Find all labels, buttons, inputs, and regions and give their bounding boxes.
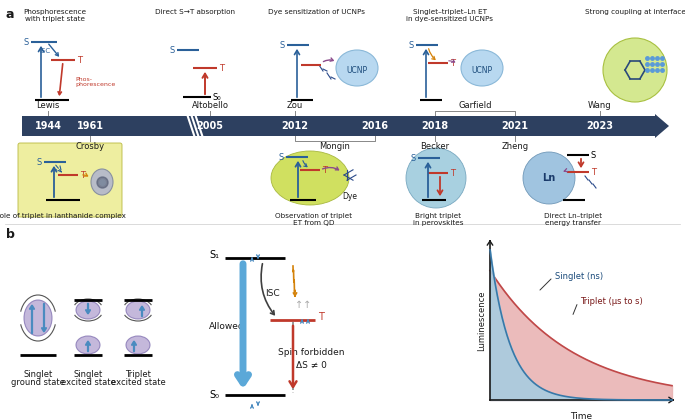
Text: Phosphorescence
with triplet state: Phosphorescence with triplet state	[23, 9, 86, 22]
Text: S: S	[170, 46, 175, 54]
Polygon shape	[655, 114, 669, 138]
Text: UCNP: UCNP	[347, 65, 368, 75]
Circle shape	[523, 152, 575, 204]
Text: ISC: ISC	[265, 290, 279, 298]
Text: Wang: Wang	[588, 101, 612, 110]
Text: Zou: Zou	[287, 101, 303, 110]
Ellipse shape	[461, 50, 503, 86]
Ellipse shape	[126, 336, 150, 354]
Text: Singlet–triplet–Ln ET
in dye-sensitized UCNPs: Singlet–triplet–Ln ET in dye-sensitized …	[406, 9, 493, 22]
Text: Luminescence: Luminescence	[477, 291, 486, 351]
Text: Garfield: Garfield	[458, 101, 492, 110]
Text: 1944: 1944	[34, 121, 62, 131]
Text: ISC: ISC	[40, 48, 51, 54]
Ellipse shape	[271, 151, 349, 205]
Text: T: T	[450, 59, 455, 67]
Text: S: S	[279, 153, 284, 161]
Text: Time: Time	[570, 412, 592, 419]
Text: ↑↑: ↑↑	[295, 300, 311, 310]
Text: Direct Ln–triplet
energy transfer: Direct Ln–triplet energy transfer	[544, 213, 602, 226]
Text: S: S	[24, 37, 29, 47]
Text: ΔS ≠ 0: ΔS ≠ 0	[295, 361, 327, 370]
Text: b: b	[6, 228, 15, 241]
Text: T: T	[318, 312, 324, 322]
Text: T: T	[450, 168, 455, 178]
Text: Observation of triplet
ET from QD: Observation of triplet ET from QD	[275, 213, 353, 226]
Text: Triplet: Triplet	[125, 370, 151, 379]
Text: Altobello: Altobello	[192, 101, 229, 110]
Text: 2021: 2021	[501, 121, 529, 131]
Text: T: T	[77, 55, 82, 65]
Ellipse shape	[126, 301, 150, 319]
Text: Singlet: Singlet	[73, 370, 103, 379]
Text: T: T	[591, 168, 596, 176]
Text: T: T	[80, 171, 85, 179]
Text: S: S	[591, 150, 596, 160]
Text: T: T	[219, 64, 224, 72]
Text: S₁: S₁	[209, 250, 219, 260]
Circle shape	[406, 148, 466, 208]
Bar	[22, 116, 655, 136]
Text: excited state: excited state	[110, 378, 165, 387]
Text: Singlet: Singlet	[23, 370, 53, 379]
Text: Allowed: Allowed	[209, 322, 245, 331]
Text: UCNP: UCNP	[471, 65, 493, 75]
Ellipse shape	[76, 336, 100, 354]
Text: Crosby: Crosby	[75, 142, 105, 151]
Text: S: S	[409, 41, 414, 49]
Text: S: S	[411, 153, 416, 163]
Text: ground state: ground state	[11, 378, 65, 387]
Text: Direct S→T absorption: Direct S→T absorption	[155, 9, 235, 15]
Ellipse shape	[76, 301, 100, 319]
Ellipse shape	[24, 300, 52, 336]
Circle shape	[603, 38, 667, 102]
Text: a: a	[6, 8, 14, 21]
Text: Dye sensitization of UCNPs: Dye sensitization of UCNPs	[269, 9, 366, 15]
Text: 2005: 2005	[197, 121, 223, 131]
Text: 2023: 2023	[586, 121, 614, 131]
Text: S: S	[37, 158, 42, 166]
Text: S₀: S₀	[209, 390, 219, 400]
Text: Zheng: Zheng	[501, 142, 529, 151]
Text: Becker: Becker	[421, 142, 449, 151]
Text: Singlet (ns): Singlet (ns)	[555, 272, 603, 281]
Ellipse shape	[91, 169, 113, 195]
Text: T: T	[322, 166, 327, 174]
Ellipse shape	[336, 50, 378, 86]
Text: Dye: Dye	[342, 192, 358, 201]
Text: Ln: Ln	[543, 173, 556, 183]
Text: 2016: 2016	[362, 121, 388, 131]
FancyBboxPatch shape	[18, 143, 122, 217]
Text: Strong coupling at interface: Strong coupling at interface	[584, 9, 685, 15]
Text: Role of triplet in lanthanide complex: Role of triplet in lanthanide complex	[0, 213, 125, 219]
Text: Mongin: Mongin	[320, 142, 351, 151]
Text: 2012: 2012	[282, 121, 308, 131]
Text: Triplet (µs to s): Triplet (µs to s)	[580, 297, 643, 306]
Text: 2018: 2018	[421, 121, 449, 131]
Text: Spin forbidden: Spin forbidden	[277, 348, 345, 357]
Text: excited state: excited state	[61, 378, 115, 387]
Text: 1961: 1961	[77, 121, 103, 131]
Text: S: S	[279, 41, 285, 49]
Text: Lewis: Lewis	[36, 101, 60, 110]
Text: Phos-
phorescence: Phos- phorescence	[75, 77, 115, 88]
Text: Bright triplet
in perovskites: Bright triplet in perovskites	[413, 213, 463, 226]
Text: S₀: S₀	[213, 93, 222, 101]
